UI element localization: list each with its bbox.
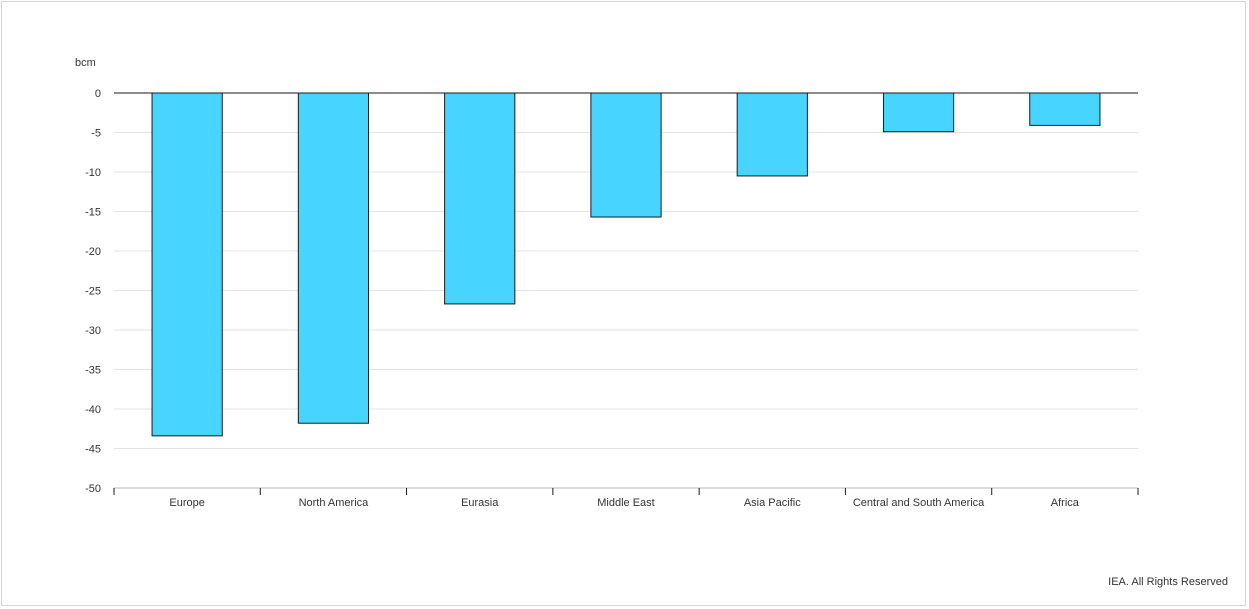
y-tick-label: -30 (85, 325, 101, 337)
x-tick-label: Middle East (597, 497, 654, 509)
y-tick-label: -20 (85, 246, 101, 258)
bar-asia-pacific[interactable] (736, 92, 808, 177)
y-tick-label: 0 (95, 88, 101, 100)
y-tick-label: -25 (85, 286, 101, 298)
x-tick-label: Asia Pacific (744, 497, 801, 509)
bar-africa[interactable] (1029, 92, 1101, 126)
x-tick-label: North America (299, 497, 370, 509)
gridlines (114, 132, 1138, 449)
bar-north-america[interactable] (297, 92, 370, 424)
y-axis-unit-label: bcm (75, 57, 96, 69)
y-tick-label: -40 (85, 404, 101, 416)
x-tick-label: Eurasia (461, 497, 499, 509)
bar-europe[interactable] (151, 92, 223, 437)
y-tick-label: -15 (85, 207, 101, 219)
y-tick-label: -50 (85, 483, 101, 495)
copyright-footer: IEA. All Rights Reserved (1108, 576, 1228, 588)
axes: 0 -5 -10 -15 -20 -25 -30 -35 -40 -45 -50 Europe Nort… (85, 88, 1139, 509)
y-tick-label: -5 (91, 128, 101, 140)
bar-eurasia[interactable] (444, 92, 516, 305)
x-tick-label: Central and South America (853, 497, 985, 509)
y-tick-label: -45 (85, 444, 101, 456)
y-tick-label: -10 (85, 167, 101, 179)
bars (151, 92, 1101, 437)
y-tick-label: -35 (85, 365, 101, 377)
bar-central-and-south-america[interactable] (882, 92, 955, 133)
x-tick-label: Africa (1051, 497, 1080, 509)
x-tick-label: Europe (169, 497, 204, 509)
bar-middle-east[interactable] (590, 92, 662, 218)
